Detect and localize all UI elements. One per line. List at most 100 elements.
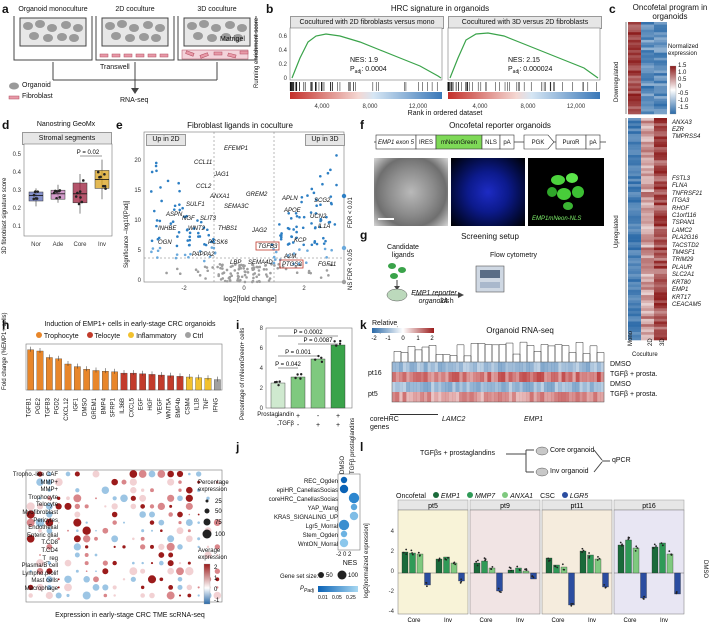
c-heat-cell — [628, 316, 641, 320]
l-point — [562, 568, 565, 571]
k-heat-cell — [526, 392, 530, 402]
e-point — [326, 171, 330, 175]
c-heat-cell — [628, 197, 641, 201]
k-heat-cell — [575, 372, 580, 382]
c-heat-cell — [641, 324, 654, 328]
h-dot — [85, 545, 89, 549]
c-heat-cell — [628, 22, 641, 25]
h-dot — [148, 470, 156, 478]
l-point — [438, 557, 441, 560]
k-heat-cell — [508, 392, 513, 402]
k-heat-cell — [469, 362, 474, 372]
d-ylabel: 3D fibroblast signature score — [2, 177, 8, 254]
c-heat-cell — [628, 221, 641, 225]
h-dot — [185, 519, 193, 527]
h-bar — [139, 373, 146, 391]
c-heat-cell — [628, 258, 641, 262]
c-heat-cell — [654, 310, 667, 314]
c-heat-cell — [628, 207, 641, 211]
e-label-left: SLIT3 — [200, 216, 217, 222]
c-heat-cell — [628, 292, 641, 296]
c-heat-cell — [628, 310, 641, 314]
e-point — [160, 199, 163, 203]
e-point — [205, 266, 209, 269]
k-heat-cell — [540, 372, 545, 382]
h-ligand-label: VEGF — [157, 398, 163, 415]
k-heat-cell — [508, 382, 513, 392]
j-col-dmso: DMSO — [340, 456, 346, 474]
e-point — [295, 214, 299, 218]
k-heat-cell — [586, 372, 591, 382]
d-point — [103, 172, 106, 176]
c-heat-cell — [641, 313, 654, 317]
g-candidate: Candidate ligands — [387, 244, 419, 259]
c-heat-cell — [654, 295, 667, 299]
k-heat-cell — [466, 392, 470, 402]
l-point — [571, 602, 574, 605]
l-point — [498, 590, 501, 593]
e-point — [310, 243, 314, 247]
h-ligand-label: CSM4 — [185, 397, 191, 414]
e-point — [199, 220, 203, 224]
c-heat-cell — [654, 197, 667, 201]
c-heat-cell — [654, 234, 667, 238]
h-dot — [158, 552, 165, 558]
i-ytick-4: 0 — [260, 406, 264, 412]
c-heat-cell — [641, 300, 654, 304]
k-heat-cell — [522, 392, 527, 402]
c-heat-cell — [628, 223, 641, 227]
c-heat-cell — [628, 85, 641, 89]
k-lt-1: -1 — [385, 336, 391, 342]
h-dot — [139, 494, 147, 502]
i-ytick-1: 6 — [260, 346, 264, 352]
c-heat-cell — [654, 305, 667, 309]
e-volcano: 20 15 10 5 0 -2 0 2 EFEMP1CCL11JAG1CCL2A… — [134, 131, 347, 292]
c-heat-cell — [654, 181, 667, 185]
h-dot — [64, 559, 72, 567]
h-dot — [132, 537, 135, 541]
l-point — [425, 582, 428, 584]
c-heat-cell — [641, 88, 654, 92]
e-point — [186, 239, 190, 242]
k-heat-cell — [427, 362, 432, 372]
c-heat-cell — [641, 303, 654, 306]
e-point — [268, 277, 272, 280]
e-label-right: FGF11 — [318, 262, 336, 268]
h-dot — [47, 488, 51, 492]
h-dot — [185, 502, 193, 510]
c-genes-top: ANXA3 EZR TMPRSS4 — [672, 120, 700, 141]
c-heat-cell — [628, 147, 641, 151]
k-heat-cell — [558, 362, 562, 372]
c-heat-cell — [654, 149, 667, 153]
k-heat-cell — [593, 392, 598, 402]
e-point — [208, 255, 212, 258]
l-point — [636, 547, 639, 549]
c-heat-cell — [641, 91, 654, 94]
k-heat-cell — [483, 392, 488, 402]
h-dot — [45, 518, 54, 527]
k-lt-4: 2 — [430, 336, 434, 342]
h-dot — [166, 542, 175, 551]
l-scheme-left: TGFβs + prostaglandins — [420, 450, 496, 457]
c-heat-cell — [628, 189, 641, 193]
k-heat-cell — [558, 372, 562, 382]
l-point — [621, 543, 623, 546]
c-heat-cell — [628, 236, 641, 240]
h-dot — [94, 553, 98, 557]
k-heat-cell — [392, 382, 396, 392]
d-point — [103, 184, 107, 188]
c-gene-bottom: FLNA — [672, 183, 688, 190]
e-ytick-1: 15 — [134, 188, 141, 194]
c-heat-cell — [654, 318, 667, 322]
k-heat-cell — [547, 382, 552, 392]
k-heat-cell — [437, 372, 442, 382]
h-dot — [55, 592, 62, 599]
k-heat-cell — [600, 382, 605, 392]
c-heat-cell — [628, 47, 641, 51]
i-ytick-0: 8 — [260, 326, 264, 332]
c-heat-cell — [654, 168, 667, 172]
e-point — [238, 264, 241, 267]
c-heat-cell — [641, 157, 654, 161]
h-dot — [216, 586, 219, 589]
h-dot — [214, 544, 221, 550]
